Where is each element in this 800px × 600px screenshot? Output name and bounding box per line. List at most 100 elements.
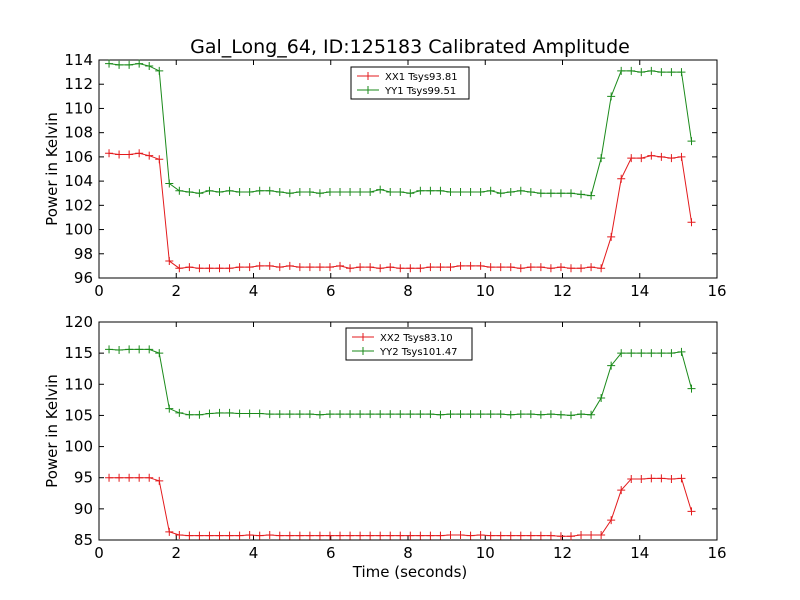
legend-label: YY1 Tsys99.51 xyxy=(384,86,456,97)
data-point xyxy=(265,531,274,540)
data-point xyxy=(597,393,606,402)
lower-x-ticks: 0 2 4 6 8 10 12 14 16 xyxy=(94,322,727,562)
data-point xyxy=(546,189,555,198)
x-tick-label: 14 xyxy=(630,544,649,562)
x-axis-label: Time (seconds) xyxy=(352,563,468,581)
y-tick-label: 100 xyxy=(64,438,93,456)
data-point xyxy=(325,410,334,419)
y-tick-label: 85 xyxy=(74,531,93,549)
data-point xyxy=(657,68,666,77)
data-point xyxy=(346,188,355,197)
chart-title: Gal_Long_64, ID:125183 Calibrated Amplit… xyxy=(190,36,630,58)
legend-label: YY2 Tsys101.47 xyxy=(379,347,458,358)
data-point xyxy=(667,154,676,163)
data-point xyxy=(677,347,686,356)
data-point xyxy=(657,349,666,358)
data-point xyxy=(556,532,565,541)
data-point xyxy=(546,410,555,419)
data-point xyxy=(336,410,345,419)
data-point xyxy=(265,261,274,270)
data-point xyxy=(456,531,465,540)
data-point xyxy=(386,531,395,540)
data-point xyxy=(426,410,435,419)
data-point xyxy=(506,188,515,197)
data-point xyxy=(175,264,184,273)
data-point xyxy=(235,409,244,418)
data-point xyxy=(386,410,395,419)
data-point xyxy=(607,361,616,370)
data-point xyxy=(386,263,395,272)
data-point xyxy=(225,531,234,540)
data-point xyxy=(416,410,425,419)
data-point xyxy=(195,264,204,273)
x-tick-label: 8 xyxy=(403,544,413,562)
data-point xyxy=(456,410,465,419)
data-point xyxy=(536,263,545,272)
data-point xyxy=(587,410,596,419)
data-point xyxy=(597,154,606,163)
x-tick-label: 14 xyxy=(630,282,649,300)
data-point xyxy=(245,263,254,272)
data-point xyxy=(135,149,144,158)
data-point xyxy=(456,188,465,197)
data-point xyxy=(627,154,636,163)
data-point xyxy=(466,410,475,419)
data-point xyxy=(366,531,375,540)
data-point xyxy=(647,151,656,160)
data-point xyxy=(566,189,575,198)
data-point xyxy=(115,346,124,355)
data-point xyxy=(275,410,284,419)
data-point xyxy=(205,531,214,540)
data-point xyxy=(506,531,515,540)
legend-label: XX2 Tsys83.10 xyxy=(380,333,453,344)
x-tick-label: 0 xyxy=(94,544,104,562)
data-point xyxy=(135,473,144,482)
data-point xyxy=(396,264,405,273)
data-point xyxy=(155,476,164,485)
y-tick-label: 115 xyxy=(64,344,93,362)
data-point xyxy=(516,264,525,273)
data-point xyxy=(115,150,124,159)
data-point xyxy=(566,411,575,420)
data-point xyxy=(406,531,415,540)
data-point xyxy=(376,185,385,194)
data-point xyxy=(486,410,495,419)
data-point xyxy=(105,149,114,158)
data-point xyxy=(195,531,204,540)
x-tick-label: 2 xyxy=(171,282,181,300)
data-point xyxy=(215,264,224,273)
data-point xyxy=(135,345,144,354)
data-point xyxy=(607,232,616,241)
data-point xyxy=(426,263,435,272)
upper-series xyxy=(105,59,696,273)
data-point xyxy=(597,531,606,540)
data-point xyxy=(185,263,194,272)
x-tick-label: 8 xyxy=(403,282,413,300)
data-point xyxy=(426,186,435,195)
lower-series xyxy=(105,345,696,541)
data-point xyxy=(145,151,154,160)
legend-marker xyxy=(364,86,372,94)
data-point xyxy=(597,264,606,273)
data-point xyxy=(195,189,204,198)
data-point xyxy=(647,66,656,75)
data-point xyxy=(305,263,314,272)
data-point xyxy=(356,410,365,419)
upper-plot: 0 2 4 6 8 10 12 14 16 96 98 100 102 104 106 108 110 112 1… xyxy=(43,51,727,300)
y-tick-label: 112 xyxy=(64,75,93,93)
data-point xyxy=(105,59,114,68)
y-tick-label: 114 xyxy=(64,51,93,69)
y-tick-label: 120 xyxy=(64,313,93,331)
data-point xyxy=(275,263,284,272)
data-point xyxy=(476,410,485,419)
data-point xyxy=(255,531,264,540)
data-point xyxy=(486,186,495,195)
data-point xyxy=(346,410,355,419)
data-point xyxy=(526,531,535,540)
data-point xyxy=(396,188,405,197)
data-point xyxy=(255,409,264,418)
y-tick-label: 110 xyxy=(64,375,93,393)
data-point xyxy=(185,531,194,540)
data-point xyxy=(205,264,214,273)
data-point xyxy=(506,263,515,272)
